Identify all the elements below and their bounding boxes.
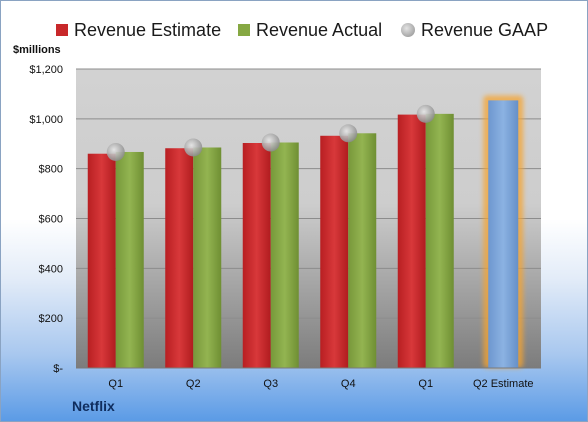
marker-revenue-gaap — [339, 124, 358, 143]
legend-item-revenue-estimate: Revenue Estimate — [56, 17, 221, 43]
bar-revenue-estimate — [397, 114, 426, 368]
y-axis-ticks: $- $200 $400 $600 $800 $1,000 $1,200 — [29, 64, 63, 375]
legend-marker-revenue-gaap — [401, 23, 415, 37]
x-tick-label: Q3 — [263, 378, 278, 390]
bar-revenue-estimate — [165, 148, 194, 368]
bars — [87, 95, 524, 369]
bar-revenue-actual — [425, 113, 454, 368]
bar-revenue-actual — [193, 147, 222, 368]
legend-item-revenue-actual: Revenue Actual — [238, 17, 382, 43]
y-tick-label: $600 — [39, 214, 63, 226]
y-tick-label: $200 — [39, 313, 63, 325]
x-tick-label: Q4 — [341, 378, 356, 390]
bar-revenue-estimate — [87, 153, 116, 368]
y-tick-label: $1,000 — [29, 114, 63, 126]
gaap-markers — [106, 104, 435, 161]
bar-revenue-actual — [270, 142, 299, 368]
marker-revenue-gaap — [184, 138, 203, 157]
x-tick-label: Q1 — [108, 378, 123, 390]
bar-revenue-actual — [115, 151, 144, 368]
y-tick-label: $800 — [39, 164, 63, 176]
bar-revenue-estimate-q2 — [488, 100, 519, 369]
marker-revenue-gaap — [106, 142, 125, 161]
bar-revenue-estimate — [242, 143, 271, 368]
legend-item-revenue-gaap: Revenue GAAP — [401, 17, 548, 43]
legend-label-revenue-gaap: Revenue GAAP — [421, 19, 549, 40]
x-axis-ticks: Q1 Q2 Q3 Q4 Q1 Q2 Estimate — [108, 378, 533, 390]
y-tick-label: $400 — [39, 263, 63, 275]
x-tick-label: Q1 — [418, 378, 433, 390]
x-tick-label: Q2 — [186, 378, 201, 390]
y-tick-label: $- — [53, 363, 63, 375]
company-label: Netflix — [72, 398, 115, 414]
marker-revenue-gaap — [416, 104, 435, 123]
legend-label-revenue-actual: Revenue Actual — [256, 19, 383, 40]
y-axis-unit-label: $millions — [13, 44, 61, 56]
marker-revenue-gaap — [261, 133, 280, 152]
bar-revenue-estimate — [320, 135, 349, 368]
y-tick-label: $1,200 — [29, 64, 63, 76]
bar-revenue-actual — [348, 133, 377, 368]
chart-legend: Revenue Estimate Revenue Actual Revenue … — [1, 17, 587, 43]
legend-swatch-revenue-actual — [238, 24, 250, 36]
legend-label-revenue-estimate: Revenue Estimate — [74, 19, 222, 40]
gridlines — [76, 68, 541, 319]
x-tick-label: Q2 Estimate — [473, 378, 534, 390]
legend-swatch-revenue-estimate — [56, 24, 68, 36]
